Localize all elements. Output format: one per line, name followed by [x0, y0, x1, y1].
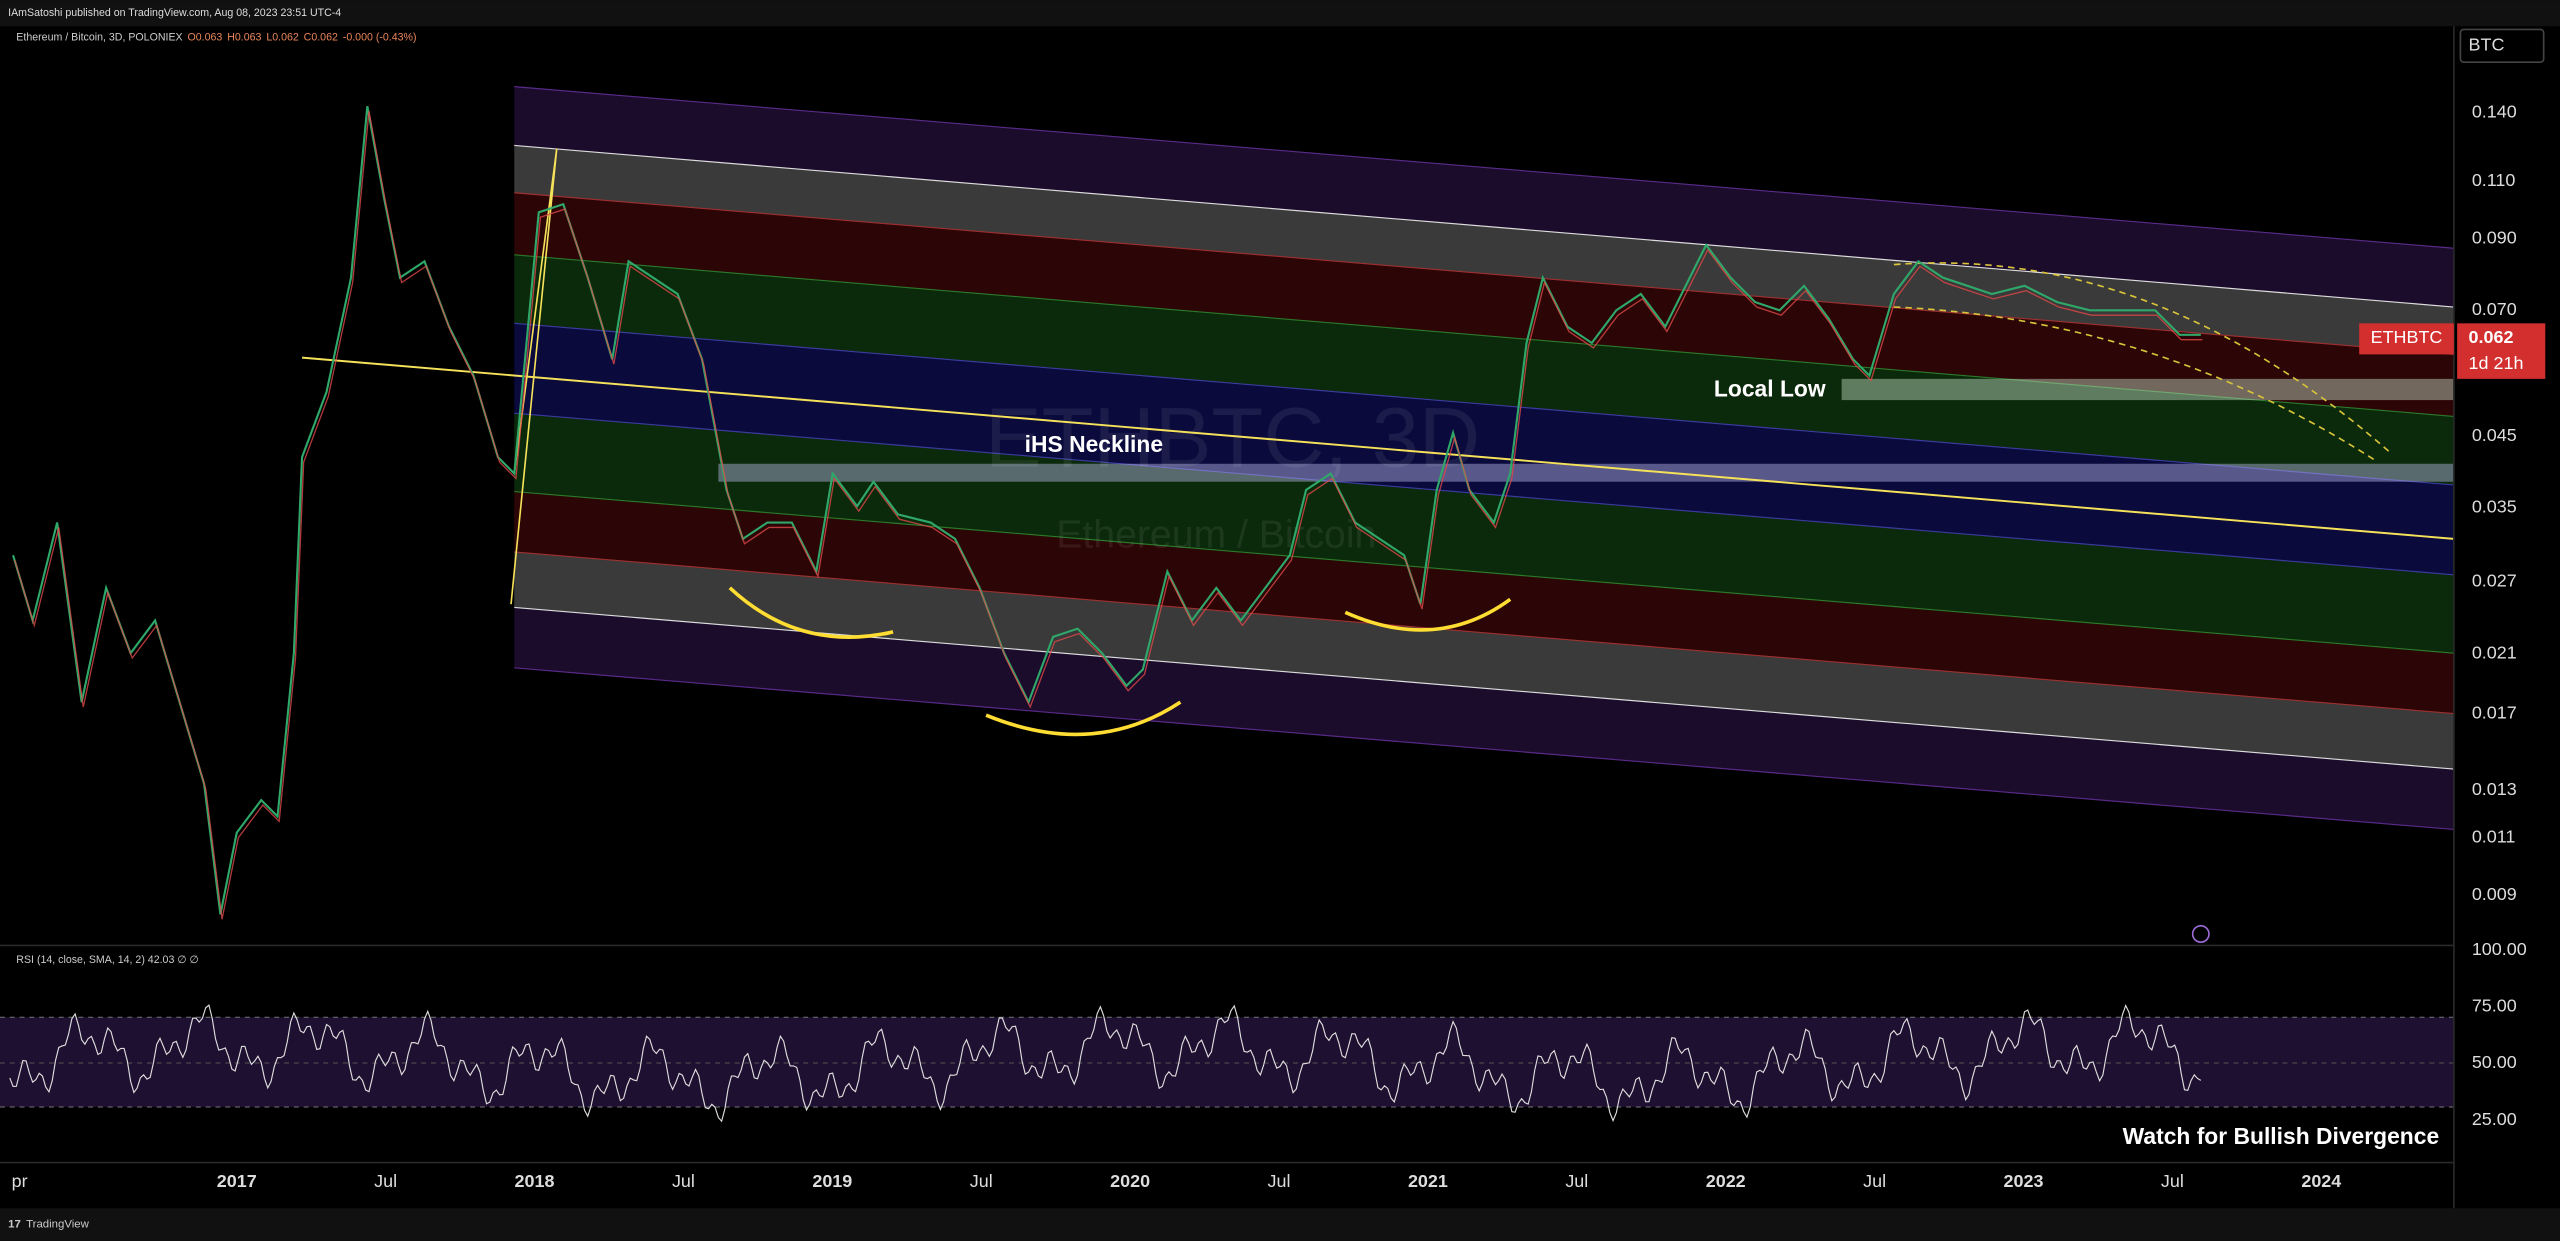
- publisher: IAmSatoshi published on TradingView.com,…: [8, 7, 341, 19]
- pitchfork-handle: [510, 148, 558, 605]
- footer: TradingView: [26, 1219, 90, 1231]
- rsi-line: [9, 1003, 2202, 1123]
- footer-bar: [0, 1208, 2560, 1241]
- time-tick-label: 2018: [515, 1171, 555, 1191]
- channel-band: [514, 413, 2454, 654]
- time-tick-label: 2019: [812, 1171, 852, 1191]
- time-tick-label: pr: [12, 1171, 28, 1191]
- arc-right-shoulder: [1344, 597, 1512, 632]
- annotation-local-low: Local Low: [1714, 375, 1826, 401]
- time-tick-label: 2023: [2004, 1171, 2044, 1191]
- symbol-info: Ethereum / Bitcoin, 3D, POLONIEX O0.063 H0…: [16, 31, 416, 43]
- trend-line: [301, 356, 2454, 540]
- channel-line: [514, 551, 2454, 715]
- channel-band: [514, 192, 2454, 417]
- watermark-symbol: ETHBTC, 3D: [985, 390, 1480, 485]
- price-tick-label: 0.090: [2472, 227, 2517, 247]
- symbol-tag: [2359, 323, 2454, 355]
- last-symbol: ETHBTC: [2371, 327, 2443, 347]
- price-tag: [2457, 323, 2546, 379]
- channel-line: [514, 412, 2454, 576]
- channel-band: [514, 145, 2454, 355]
- price-tick-label: 0.045: [2472, 425, 2517, 445]
- price-tick-label: 0.070: [2472, 299, 2517, 319]
- channel-band: [514, 551, 2454, 770]
- channel-band: [514, 491, 2454, 714]
- time-tick-label: 2022: [1706, 1171, 1746, 1191]
- time-tick-label: Jul: [1268, 1171, 1291, 1191]
- channel-line: [514, 322, 2454, 486]
- local-low-zone: [1841, 378, 2454, 401]
- rsi-band: [0, 1017, 2454, 1108]
- last-price: 0.062: [2469, 327, 2514, 347]
- annotation-divergence: Watch for Bullish Divergence: [2123, 1123, 2439, 1149]
- rsi-name: RSI (14, close, SMA, 14, 2): [16, 954, 145, 966]
- channel-line: [514, 86, 2454, 249]
- channel-line: [514, 254, 2454, 417]
- footer-logo: 17: [8, 1219, 21, 1231]
- axes: 0.140 0.110 0.090 0.070 0.045 0.035 0.027 0.021…: [12, 101, 2527, 1190]
- currency-button[interactable]: [2459, 28, 2545, 63]
- rsi-legend: RSI (14, close, SMA, 14, 2) 42.03 ∅ ∅: [16, 954, 198, 966]
- time-tick-label: Jul: [672, 1171, 695, 1191]
- top-bar: [0, 0, 2560, 27]
- channel-line: [514, 490, 2454, 654]
- ohlc-value: L0.062: [266, 31, 299, 43]
- event-icon: [2191, 924, 2210, 943]
- price-series-shadow: [14, 110, 2203, 920]
- price-tick-label: 0.021: [2472, 642, 2517, 662]
- dashed-curve: [1893, 262, 2393, 455]
- price-tick-label: 0.140: [2472, 101, 2517, 121]
- rsi-value: 42.03: [148, 954, 175, 966]
- price-series: [12, 106, 2201, 915]
- rsi-tick-label: 50.00: [2472, 1052, 2517, 1072]
- time-tick-label: Jul: [1863, 1171, 1886, 1191]
- symbol-name: Ethereum / Bitcoin, 3D, POLONIEX: [16, 31, 182, 43]
- ohlc-value: C0.062: [304, 31, 338, 43]
- price-tick-label: 0.027: [2472, 571, 2517, 591]
- channel-line: [514, 606, 2454, 770]
- time-tick-label: Jul: [2161, 1171, 2184, 1191]
- channel-band: [514, 607, 2454, 830]
- rsi-tick-label: 75.00: [2472, 996, 2517, 1016]
- channel-line: [514, 192, 2454, 355]
- time-tick-label: Jul: [1565, 1171, 1588, 1191]
- arc-left-shoulder: [728, 586, 894, 639]
- price-tick-label: 0.009: [2472, 884, 2517, 904]
- channel-line: [514, 144, 2454, 308]
- rsi-tick-label: 25.00: [2472, 1109, 2517, 1129]
- rsi-extra: ∅ ∅: [177, 954, 198, 966]
- watermark-description: Ethereum / Bitcoin: [1056, 514, 1376, 557]
- channel-band: [514, 323, 2454, 575]
- countdown: 1d 21h: [2469, 353, 2524, 373]
- annotation-neckline: iHS Neckline: [1025, 431, 1163, 457]
- time-tick-label: Jul: [374, 1171, 397, 1191]
- price-tick-label: 0.110: [2472, 170, 2516, 190]
- channel-line: [514, 667, 2454, 831]
- price-tick-label: 0.013: [2472, 779, 2517, 799]
- time-tick-label: 2024: [2301, 1171, 2341, 1191]
- time-tick-label: 2021: [1408, 1171, 1448, 1191]
- arc-head: [985, 700, 1182, 737]
- channel: [514, 86, 2454, 831]
- channel-band: [514, 86, 2454, 308]
- neckline-zone: [718, 463, 2454, 482]
- ohlc-value: H0.063: [227, 31, 261, 43]
- channel-band: [514, 254, 2454, 485]
- currency[interactable]: BTC: [2469, 35, 2505, 55]
- time-tick-label: Jul: [970, 1171, 993, 1191]
- time-tick-label: 2020: [1110, 1171, 1150, 1191]
- dashed-curve: [1893, 306, 2376, 462]
- price-tick-label: 0.011: [2472, 827, 2516, 847]
- ohlc-value: O0.063: [188, 31, 223, 43]
- ohlc-value: -0.000 (-0.43%): [343, 31, 417, 43]
- time-tick-label: 2017: [217, 1171, 257, 1191]
- price-tick-label: 0.017: [2472, 703, 2517, 723]
- rsi-tick-label: 100.00: [2472, 939, 2527, 959]
- price-tick-label: 0.035: [2472, 497, 2517, 517]
